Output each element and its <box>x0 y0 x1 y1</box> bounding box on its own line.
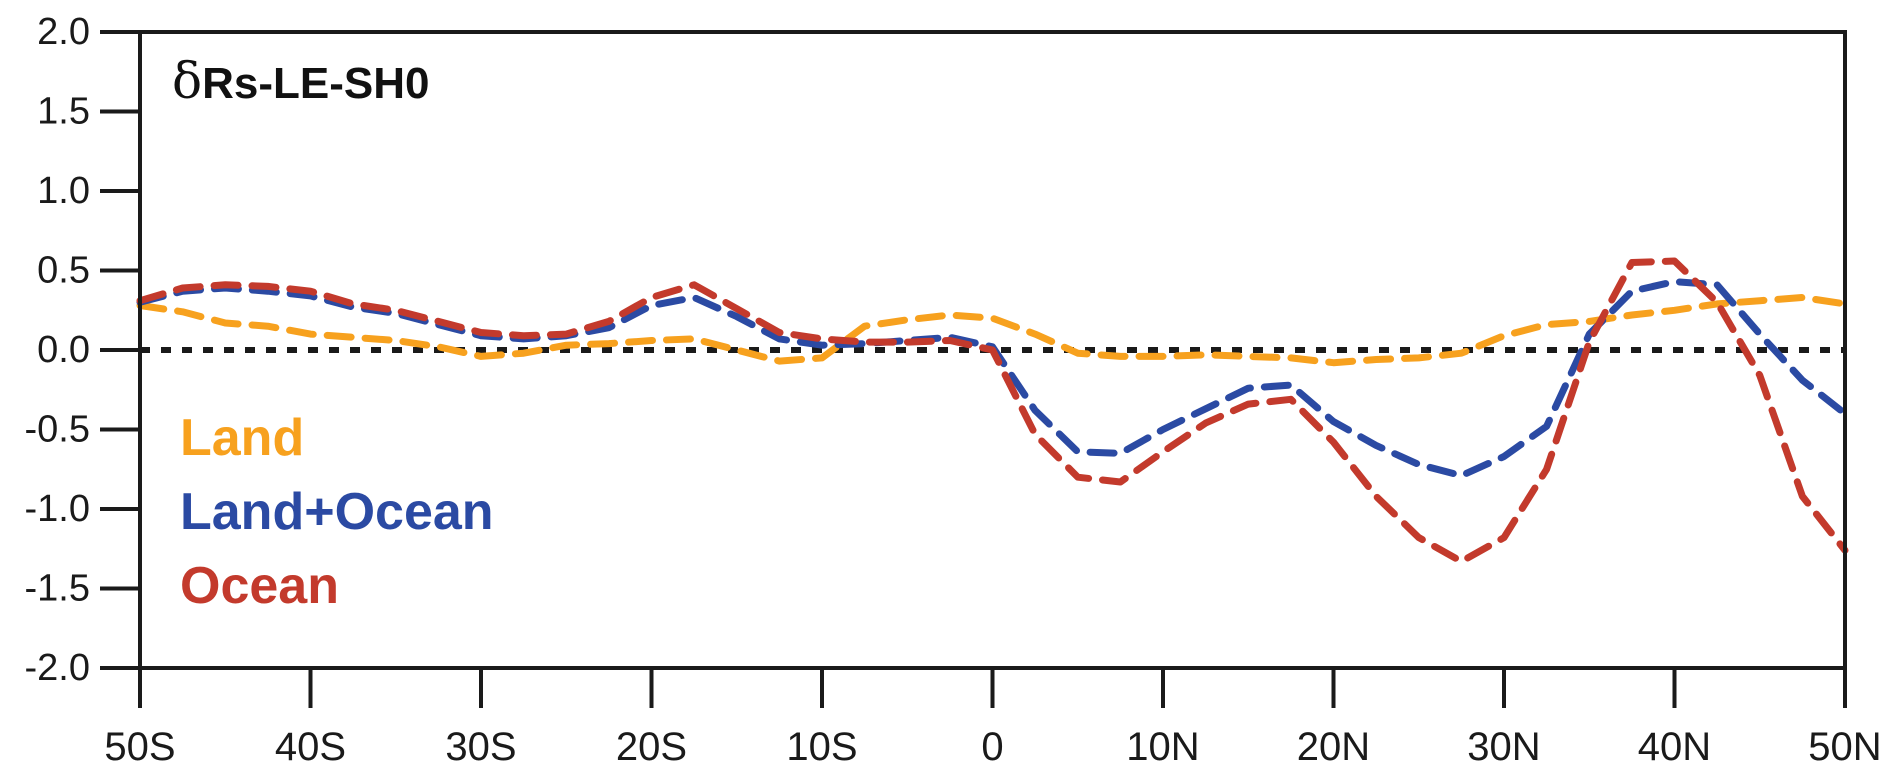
legend-item-land-ocean: Land+Ocean <box>180 483 494 541</box>
x-tick-label: 10S <box>786 725 857 769</box>
plot-border <box>138 30 1847 670</box>
x-tick-label: 20N <box>1297 725 1370 769</box>
series-line-ocean <box>136 257 1849 565</box>
y-tick-label: 0.5 <box>37 250 90 292</box>
legend-item-land: Land <box>180 409 305 467</box>
y-tick-label: 0.0 <box>37 329 90 371</box>
delta-symbol: δ <box>172 52 203 110</box>
x-tick-label: 0 <box>981 725 1003 769</box>
x-tick-label: 50S <box>104 725 175 769</box>
series-line-land <box>136 294 1849 367</box>
legend-item-ocean: Ocean <box>180 557 339 615</box>
x-tick-label: 30N <box>1467 725 1540 769</box>
x-tick-label: 10N <box>1126 725 1199 769</box>
y-tick-label: -1.5 <box>25 568 90 610</box>
y-tick-label: 1.0 <box>37 170 90 212</box>
x-tick-label: 50N <box>1808 725 1881 769</box>
y-tick-label: -1.0 <box>25 488 90 530</box>
y-tick-label: 2.0 <box>37 11 90 53</box>
x-tick-label: 30S <box>445 725 516 769</box>
x-tick-label: 40S <box>275 725 346 769</box>
legend: Land Land+Ocean Ocean <box>180 412 494 634</box>
chart-title-text: Rs-LE-SH0 <box>202 59 430 108</box>
chart-title: δRs-LE-SH0 <box>172 52 429 110</box>
x-tick-label: 20S <box>616 725 687 769</box>
y-tick-label: -0.5 <box>25 409 90 451</box>
y-tick-label: -2.0 <box>25 647 90 689</box>
x-tick-label: 40N <box>1638 725 1711 769</box>
y-tick-label: 1.5 <box>37 91 90 133</box>
